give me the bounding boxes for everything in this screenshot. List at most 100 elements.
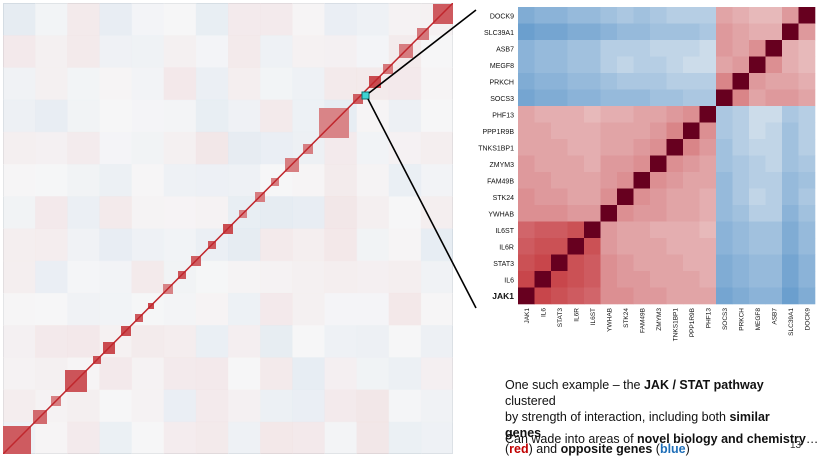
heatmap-cell bbox=[782, 23, 799, 41]
heatmap-cell bbox=[765, 23, 783, 41]
heatmap-cell bbox=[551, 139, 568, 156]
heatmap-cell bbox=[683, 106, 700, 123]
heatmap-cell bbox=[699, 106, 717, 123]
heatmap-cell bbox=[567, 56, 585, 74]
heatmap-cell bbox=[666, 122, 684, 140]
heatmap-cell bbox=[567, 155, 585, 173]
heatmap-cell bbox=[666, 221, 684, 239]
heatmap-cell bbox=[600, 89, 618, 107]
heatmap-cell bbox=[765, 40, 783, 57]
heatmap-cell bbox=[732, 254, 750, 272]
heatmap-cell bbox=[650, 7, 667, 24]
heatmap-cell bbox=[600, 73, 618, 90]
heatmap-cell bbox=[749, 122, 766, 140]
heatmap-cell bbox=[584, 221, 601, 239]
heatmap-cell bbox=[551, 172, 568, 189]
heatmap-cell bbox=[584, 238, 601, 255]
heatmap-cell bbox=[765, 89, 783, 107]
heatmap-cell bbox=[650, 73, 667, 90]
heatmap-cell bbox=[551, 73, 568, 90]
heatmap-cell bbox=[782, 40, 799, 57]
heatmap-cell bbox=[749, 23, 766, 41]
heatmap-cell bbox=[567, 40, 585, 57]
heatmap-cell bbox=[518, 73, 535, 90]
heatmap-cell bbox=[584, 139, 601, 156]
heatmap-cell bbox=[617, 271, 634, 288]
heatmap-cell bbox=[617, 221, 634, 239]
heatmap-cell bbox=[666, 73, 684, 90]
heatmap-cell bbox=[683, 89, 700, 107]
heatmap-cell bbox=[716, 89, 733, 107]
heatmap-cell bbox=[534, 89, 552, 107]
heatmap-cell bbox=[567, 221, 585, 239]
heatmap-cell bbox=[732, 73, 750, 90]
heatmap-cell bbox=[633, 23, 651, 41]
heatmap-cell bbox=[666, 271, 684, 288]
heatmap-cell bbox=[716, 172, 733, 189]
heatmap-cell bbox=[518, 89, 535, 107]
column-label: MEGF8 bbox=[755, 308, 762, 331]
heatmap-cell bbox=[617, 172, 634, 189]
heatmap-cell bbox=[584, 254, 601, 272]
heatmap-cell bbox=[732, 188, 750, 206]
heatmap-cell bbox=[600, 7, 618, 24]
heatmap-cell bbox=[732, 89, 750, 107]
heatmap-cell bbox=[683, 287, 700, 305]
heatmap-cell bbox=[551, 155, 568, 173]
heatmap-cell bbox=[567, 271, 585, 288]
heatmap-cell bbox=[650, 89, 667, 107]
heatmap-cell bbox=[567, 122, 585, 140]
heatmap-cell bbox=[666, 205, 684, 222]
heatmap-cell bbox=[699, 23, 717, 41]
heatmap-cell bbox=[584, 89, 601, 107]
heatmap-cell bbox=[749, 287, 766, 305]
heatmap-cell bbox=[683, 73, 700, 90]
heatmap-cell bbox=[666, 7, 684, 24]
heatmap-cell bbox=[732, 287, 750, 305]
heatmap-cell bbox=[765, 139, 783, 156]
heatmap-cell bbox=[765, 56, 783, 74]
heatmap-cell bbox=[798, 205, 816, 222]
heatmap-cell bbox=[732, 172, 750, 189]
heatmap-cell bbox=[650, 188, 667, 206]
column-label: YWHAB bbox=[606, 308, 613, 332]
heatmap-cell bbox=[683, 7, 700, 24]
heatmap-cell bbox=[716, 7, 733, 24]
heatmap-cell bbox=[782, 7, 799, 24]
row-label: ASB7 bbox=[496, 46, 514, 53]
heatmap-cell bbox=[765, 271, 783, 288]
heatmap-cell bbox=[534, 172, 552, 189]
heatmap-cell bbox=[518, 122, 535, 140]
heatmap-cell bbox=[798, 7, 816, 24]
heatmap-cell bbox=[567, 205, 585, 222]
heatmap-cell bbox=[534, 139, 552, 156]
heatmap-cell bbox=[600, 271, 618, 288]
heatmap-cell bbox=[551, 188, 568, 206]
heatmap-cell bbox=[650, 56, 667, 74]
heatmap-cell bbox=[666, 172, 684, 189]
heatmap-cell bbox=[683, 188, 700, 206]
heatmap-cell bbox=[782, 221, 799, 239]
heatmap-cell bbox=[683, 172, 700, 189]
heatmap-cell bbox=[683, 155, 700, 173]
caption-text: One such example – the JAK / STAT pathwa… bbox=[505, 378, 770, 456]
column-label: STAT3 bbox=[557, 308, 564, 328]
heatmap-cell bbox=[749, 56, 766, 74]
heatmap-cell bbox=[716, 155, 733, 173]
heatmap-cell bbox=[518, 172, 535, 189]
heatmap-cell bbox=[518, 56, 535, 74]
heatmap-cell bbox=[551, 221, 568, 239]
heatmap-cell bbox=[617, 139, 634, 156]
heatmap-cell bbox=[551, 89, 568, 107]
heatmap-cell bbox=[518, 40, 535, 57]
heatmap-cell bbox=[716, 122, 733, 140]
heatmap-cell bbox=[584, 40, 601, 57]
heatmap-cell bbox=[633, 221, 651, 239]
heatmap-cell bbox=[584, 7, 601, 24]
heatmap-cell bbox=[666, 254, 684, 272]
heatmap-cell bbox=[600, 172, 618, 189]
heatmap-cell bbox=[650, 40, 667, 57]
row-label: STAT3 bbox=[493, 261, 514, 268]
row-label: MEGF8 bbox=[490, 63, 514, 70]
heatmap-cell bbox=[798, 155, 816, 173]
